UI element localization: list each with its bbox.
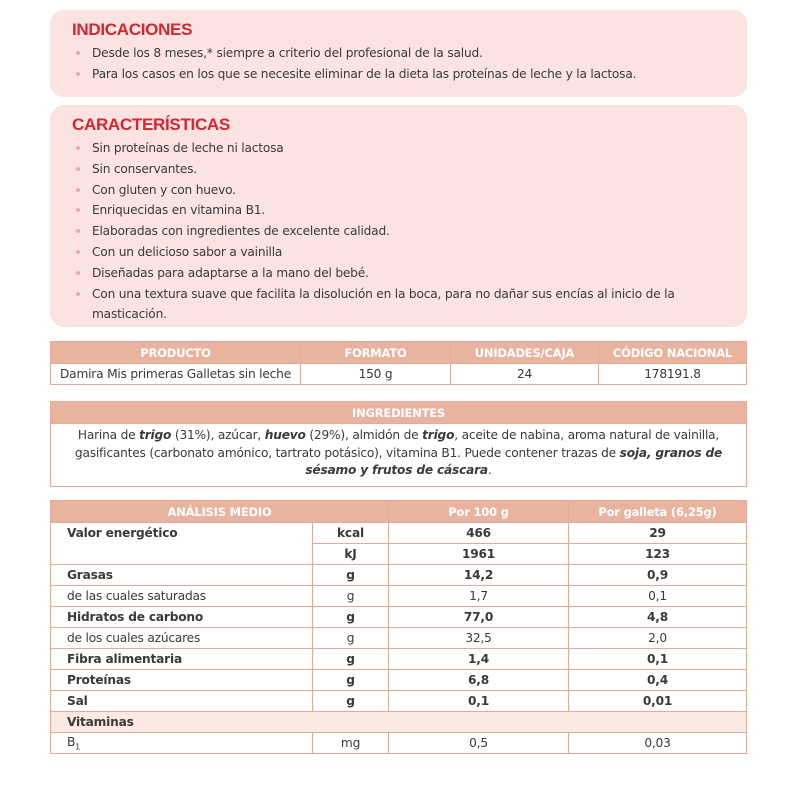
product-units: 24 bbox=[450, 363, 599, 385]
value-100g: 14,2 bbox=[388, 564, 569, 586]
value-galleta: 123 bbox=[568, 543, 747, 565]
b1-label: B bbox=[67, 734, 76, 749]
ingredient-text: Harina de bbox=[77, 428, 140, 442]
value-100g: 1,7 bbox=[388, 585, 569, 607]
nutrition-row: Valor energético kcal 466 29 bbox=[50, 522, 747, 565]
col-pergalleta: Por galleta (6,25g) bbox=[568, 500, 747, 523]
nutrition-row: Proteínas g 6,8 0,4 bbox=[50, 669, 747, 691]
value-100g: 77,0 bbox=[388, 606, 569, 628]
value-100g: 0,5 bbox=[388, 732, 569, 754]
ingredient-text: , aceite de nabina, aroma natural de vai… bbox=[74, 428, 720, 460]
list-item: Diseñadas para adaptarse a la mano del b… bbox=[72, 263, 725, 284]
product-row: Damira Mis primeras Galletas sin leche 1… bbox=[50, 363, 747, 385]
unit: kcal bbox=[312, 522, 389, 544]
unit: mg bbox=[312, 732, 389, 754]
allergen-text: huevo bbox=[264, 428, 306, 442]
unit: g bbox=[312, 606, 389, 628]
product-code: 178191.8 bbox=[598, 363, 747, 385]
value-100g: 6,8 bbox=[388, 669, 569, 691]
product-name: Damira Mis primeras Galletas sin leche bbox=[50, 363, 301, 385]
value-galleta: 0,1 bbox=[568, 585, 747, 607]
caracteristicas-list: Sin proteínas de leche ni lactosa Sin con… bbox=[72, 138, 725, 325]
nutrient-label: Grasas bbox=[50, 564, 313, 586]
energy-label: Valor energético bbox=[50, 522, 313, 565]
value-100g: 1,4 bbox=[388, 648, 569, 670]
col-per100: Por 100 g bbox=[388, 500, 569, 523]
unit: g bbox=[312, 648, 389, 670]
unit: kJ bbox=[312, 543, 389, 565]
product-format: 150 g bbox=[300, 363, 451, 385]
b1-subscript: 1 bbox=[75, 742, 81, 752]
product-table: PRODUCTO FORMATO UNIDADES/CAJA CÓDIGO NA… bbox=[50, 341, 747, 385]
list-item: Sin proteínas de leche ni lactosa bbox=[72, 138, 725, 159]
nutrition-row: Fibra alimentaria g 1,4 0,1 bbox=[50, 648, 747, 670]
ingredient-text: (31%), azúcar, bbox=[171, 428, 265, 442]
nutrition-row: kJ 1961 123 bbox=[51, 543, 747, 565]
col-analisis: ANÁLISIS MEDIO bbox=[50, 500, 389, 523]
list-item: Elaboradas con ingredientes de excelente… bbox=[72, 221, 725, 242]
list-item: Con gluten y con huevo. bbox=[72, 180, 725, 201]
ingredients-text: Harina de trigo (31%), azúcar, huevo (29… bbox=[50, 423, 747, 487]
col-codigo: CÓDIGO NACIONAL bbox=[598, 341, 747, 364]
nutrient-label: Proteínas bbox=[50, 669, 313, 691]
nutrient-label: de las cuales saturadas bbox=[50, 585, 313, 607]
ingredients-title: INGREDIENTES bbox=[50, 401, 747, 424]
value-galleta: 2,0 bbox=[568, 627, 747, 649]
value-100g: 32,5 bbox=[388, 627, 569, 649]
unit: g bbox=[312, 564, 389, 586]
indicaciones-panel: INDICACIONES Desde los 8 meses,* siempre… bbox=[50, 10, 747, 97]
value-galleta: 0,01 bbox=[568, 690, 747, 712]
ingredient-text: (29%), almidón de bbox=[305, 428, 423, 442]
nutrient-label: de los cuales azúcares bbox=[50, 627, 313, 649]
value-galleta: 0,03 bbox=[568, 732, 747, 754]
value-galleta: 4,8 bbox=[568, 606, 747, 628]
nutrition-row: de las cuales saturadas g 1,7 0,1 bbox=[50, 585, 747, 607]
value-100g: 466 bbox=[388, 522, 569, 544]
allergen-text: trigo bbox=[139, 428, 172, 442]
list-item: Sin conservantes. bbox=[72, 159, 725, 180]
value-galleta: 29 bbox=[568, 522, 747, 544]
nutrient-label: Hidratos de carbono bbox=[50, 606, 313, 628]
value-100g: 0,1 bbox=[388, 690, 569, 712]
nutrition-table: ANÁLISIS MEDIO Por 100 g Por galleta (6,… bbox=[50, 500, 747, 754]
col-producto: PRODUCTO bbox=[50, 341, 301, 364]
col-unidades: UNIDADES/CAJA bbox=[450, 341, 599, 364]
ingredients-table: INGREDIENTES Harina de trigo (31%), azúc… bbox=[50, 401, 747, 487]
list-item: Para los casos en los que se necesite el… bbox=[72, 64, 725, 85]
unit: g bbox=[312, 690, 389, 712]
caracteristicas-panel: CARACTERÍSTICAS Sin proteínas de leche n… bbox=[50, 105, 747, 327]
nutrition-row: de los cuales azúcares g 32,5 2,0 bbox=[50, 627, 747, 649]
list-item: Enriquecidas en vitamina B1. bbox=[72, 200, 725, 221]
value-galleta: 0,1 bbox=[568, 648, 747, 670]
list-item: Con un delicioso sabor a vainilla bbox=[72, 242, 725, 263]
allergen-text: trigo bbox=[422, 428, 455, 442]
nutrition-row: Hidratos de carbono g 77,0 4,8 bbox=[50, 606, 747, 628]
value-galleta: 0,9 bbox=[568, 564, 747, 586]
col-formato: FORMATO bbox=[300, 341, 451, 364]
unit: g bbox=[312, 669, 389, 691]
value-galleta: 0,4 bbox=[568, 669, 747, 691]
list-item: Desde los 8 meses,* siempre a criterio d… bbox=[72, 43, 725, 64]
list-item: Con una textura suave que facilita la di… bbox=[72, 284, 725, 326]
nutrition-row: Grasas g 14,2 0,9 bbox=[50, 564, 747, 586]
caracteristicas-title: CARACTERÍSTICAS bbox=[72, 115, 230, 134]
indicaciones-title: INDICACIONES bbox=[72, 20, 193, 39]
nutrient-label: B1 bbox=[50, 732, 313, 754]
unit: g bbox=[312, 627, 389, 649]
value-100g: 1961 bbox=[388, 543, 569, 565]
ingredient-text: . bbox=[487, 463, 492, 477]
vitaminas-row: Vitaminas bbox=[50, 711, 747, 733]
allergen-text: soja, granos de sésamo y frutos de cásca… bbox=[305, 445, 723, 478]
nutrition-row: B1 mg 0,5 0,03 bbox=[50, 732, 747, 754]
unit: g bbox=[312, 585, 389, 607]
vitaminas-label: Vitaminas bbox=[50, 711, 747, 733]
nutrient-label: Sal bbox=[50, 690, 313, 712]
nutrient-label: Fibra alimentaria bbox=[50, 648, 313, 670]
nutrition-row: Sal g 0,1 0,01 bbox=[50, 690, 747, 712]
indicaciones-list: Desde los 8 meses,* siempre a criterio d… bbox=[72, 43, 725, 85]
